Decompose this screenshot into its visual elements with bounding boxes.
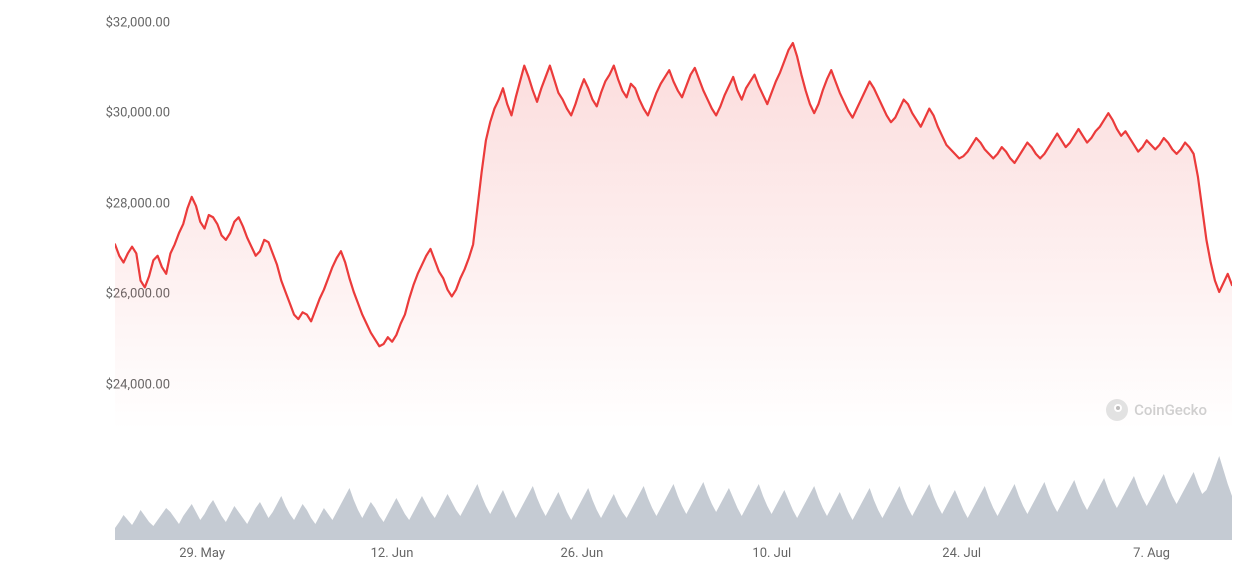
x-axis-label: 12. Jun — [371, 546, 414, 561]
gecko-icon — [1106, 399, 1128, 421]
x-axis-label: 26. Jun — [560, 546, 603, 561]
price-line-chart[interactable] — [115, 0, 1232, 430]
price-chart-container: $32,000.00$30,000.00$28,000.00$26,000.00… — [0, 0, 1242, 576]
volume-area-chart[interactable] — [115, 440, 1232, 540]
x-axis: 29. May 12. Jun 26. Jun 10. Jul 24. Jul 7. Au… — [115, 546, 1232, 566]
x-axis-label: 29. May — [179, 546, 225, 561]
x-axis-label: 7. Aug — [1133, 546, 1170, 561]
watermark: CoinGecko — [1106, 399, 1207, 421]
x-axis-label: 24. Jul — [942, 546, 981, 561]
x-axis-label: 10. Jul — [752, 546, 791, 561]
watermark-text: CoinGecko — [1134, 401, 1207, 419]
